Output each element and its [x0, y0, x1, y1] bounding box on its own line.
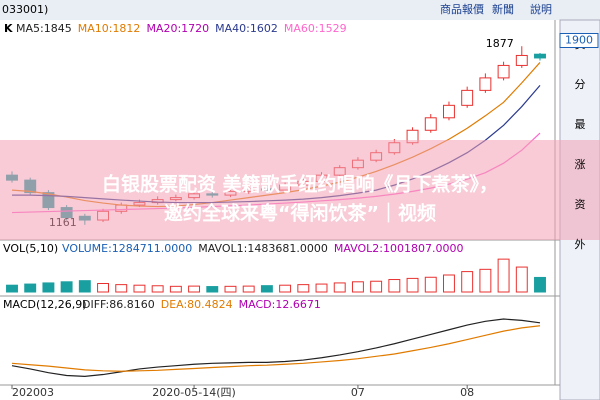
x-tick-label: 202003: [12, 386, 54, 399]
volume-bar: [224, 285, 237, 293]
side-button: 分: [575, 78, 586, 91]
menu-item[interactable]: 新聞: [492, 2, 514, 16]
volume-bar: [151, 285, 164, 293]
volume-bar: [297, 284, 310, 293]
volume-bar: [206, 286, 219, 293]
volume-bar: [188, 285, 201, 293]
volume-bar: [260, 285, 273, 293]
candle-body: [515, 54, 528, 66]
x-tick-label: 08: [460, 386, 474, 399]
side-button: 最: [575, 118, 586, 131]
side-button: 资: [575, 198, 586, 211]
volume-bar: [169, 285, 182, 293]
x-tick-label: 07: [351, 386, 365, 399]
menu-item[interactable]: 說明: [530, 2, 552, 16]
candle-body: [443, 104, 455, 119]
readout: MACD:12.6671: [239, 298, 321, 311]
volume-bar: [315, 283, 328, 293]
code: 033001): [2, 3, 48, 16]
y-tick-label: 1900: [565, 33, 593, 46]
volume-bar: [133, 284, 146, 293]
volume-bar: [24, 283, 37, 293]
top-bar: [0, 0, 600, 20]
volume-bar: [279, 284, 292, 293]
pane-label: MACD(12,26,9): [3, 298, 87, 311]
banner-line: 邀约全球来粤“得闲饮茶”｜视频: [164, 202, 436, 225]
volume-bar: [534, 276, 546, 293]
candle-body: [479, 77, 492, 91]
volume-bar: [351, 281, 364, 293]
readout: MAVOL2:1001807.0000: [334, 242, 464, 255]
menu-item[interactable]: 商品報價: [440, 2, 484, 16]
volume-bar: [370, 280, 383, 293]
volume-bar: [388, 279, 401, 293]
candle-body: [424, 117, 437, 131]
volume-bar: [60, 281, 73, 293]
volume-bar: [515, 266, 528, 293]
side-button: 涨: [575, 158, 586, 171]
banner-line: 白银股票配资 美籍歌手纽约唱响《月下煮茶》，: [102, 173, 498, 196]
volume-bar: [242, 285, 255, 293]
readout: VOLUME:1284711.0000: [62, 242, 192, 255]
volume-bar: [333, 282, 346, 293]
diff-line: [11, 318, 541, 378]
volume-bar: [78, 280, 91, 293]
x-tick-label: 2020-05-14(四): [152, 386, 236, 399]
volume-bar: [497, 258, 510, 293]
readout: DEA:80.4824: [161, 298, 233, 311]
volume-bar: [479, 268, 492, 293]
tick-box: [559, 32, 599, 48]
legend-entry: MA20:1720: [146, 22, 209, 35]
volume-bar: [461, 271, 474, 293]
volume-bar: [42, 282, 55, 293]
candle-body: [534, 53, 546, 59]
volume-bar: [115, 284, 128, 293]
banner: 白银股票配资 美籍歌手纽约唱响《月下煮茶》， 邀约全球来粤“得闲饮茶”｜视频: [0, 140, 600, 240]
period: K: [4, 22, 13, 35]
readout: MAVOL1:1483681.0000: [198, 242, 328, 255]
candle-body: [497, 64, 510, 79]
volume-bar: [6, 284, 18, 293]
pane-label: VOL(5,10): [3, 242, 58, 255]
volume-bar: [97, 283, 109, 293]
candle-body: [461, 89, 474, 106]
banner-band: [0, 140, 600, 240]
volume-bar: [406, 277, 419, 293]
legend-entry: MA40:1602: [215, 22, 278, 35]
legend-entry: MA10:1812: [78, 22, 141, 35]
side-button: 外: [575, 238, 586, 251]
volume-bar: [424, 276, 437, 293]
readout: DIFF:86.8160: [82, 298, 155, 311]
volume-bar: [443, 274, 455, 293]
dea-line: [11, 325, 541, 372]
legend-entry: MA60:1529: [284, 22, 347, 35]
high-label: 1877: [486, 37, 514, 50]
legend-entry: MA5:1845: [16, 22, 72, 35]
